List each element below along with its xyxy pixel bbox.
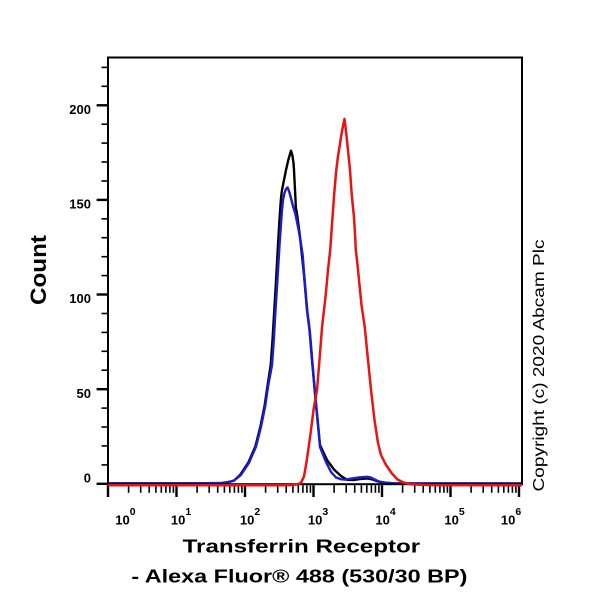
- svg-text:150: 150: [69, 197, 91, 212]
- svg-text:50: 50: [77, 386, 91, 401]
- svg-text:0: 0: [84, 470, 91, 485]
- svg-text:Copyright (c) 2020 Abcam Plc: Copyright (c) 2020 Abcam Plc: [531, 240, 548, 492]
- svg-text:200: 200: [69, 102, 91, 117]
- svg-text:100: 100: [69, 291, 91, 306]
- svg-text:- Alexa Fluor® 488 (530/30 BP): - Alexa Fluor® 488 (530/30 BP): [131, 567, 467, 587]
- svg-text:Count: Count: [26, 234, 51, 305]
- svg-text:Transferrin Receptor: Transferrin Receptor: [183, 537, 421, 557]
